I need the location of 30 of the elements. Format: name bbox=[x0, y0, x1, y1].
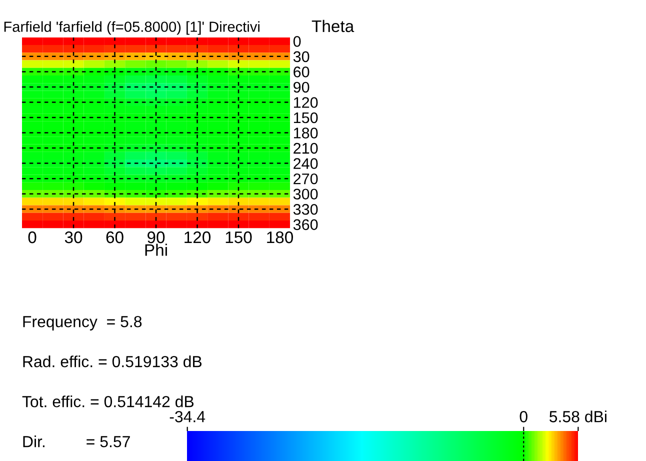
y-tick-label: 270 bbox=[294, 173, 318, 184]
x-tick-label: 30 bbox=[64, 231, 82, 244]
y-axis-title: Theta bbox=[312, 20, 354, 32]
text: Dir. = 5.57 bbox=[23, 436, 130, 448]
y-tick-label: 330 bbox=[293, 204, 318, 215]
color-bar-label: 5.58 dBi bbox=[550, 410, 606, 422]
x-tick-label: 120 bbox=[184, 231, 211, 244]
y-tick-label: 360 bbox=[293, 219, 318, 230]
x-tick-label: 90 bbox=[148, 231, 165, 244]
x-tick-label: 150 bbox=[226, 231, 252, 244]
x-axis-title: Phi bbox=[145, 244, 167, 256]
x-tick-label: 0 bbox=[28, 231, 36, 244]
y-tick-label: 60 bbox=[294, 66, 310, 78]
y-tick-label: 300 bbox=[293, 188, 318, 200]
text: Rad. effic. = 0.519133 dB bbox=[23, 356, 202, 368]
y-tick-label: 210 bbox=[294, 142, 318, 154]
y-tick-label: 0 bbox=[293, 36, 301, 47]
chart-title: Farfield 'farfield (f=05.8000) [1]' Directivi bbox=[4, 21, 260, 35]
text: Tot. effic. = 0.514142 dB bbox=[22, 396, 194, 408]
x-tick-label: 180 bbox=[267, 231, 293, 244]
y-tick-label: 240 bbox=[294, 158, 318, 169]
text: Frequency = 5.8 bbox=[23, 316, 142, 330]
color-bar-label: 0 bbox=[520, 411, 528, 422]
y-tick-label: 120 bbox=[294, 97, 318, 108]
color-bar-label: -34.4 bbox=[170, 411, 206, 422]
y-tick-label: 150 bbox=[294, 112, 318, 124]
x-tick-label: 60 bbox=[106, 231, 124, 244]
y-tick-label: 90 bbox=[294, 82, 310, 93]
y-tick-label: 30 bbox=[293, 51, 310, 62]
y-tick-label: 180 bbox=[294, 128, 318, 138]
